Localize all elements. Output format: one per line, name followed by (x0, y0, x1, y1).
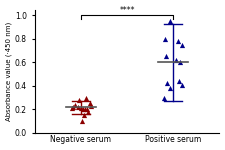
Point (85, 96, 88, 99)
Point (169, 87, 172, 89)
Point (174, 59, 178, 61)
Point (178, 61, 182, 64)
Point (181, 44, 184, 46)
Point (177, 79, 181, 82)
Point (86, 110, 90, 113)
Point (163, 38, 167, 40)
Point (162, 96, 166, 99)
Point (74, 103, 77, 106)
Point (81, 108, 84, 110)
Point (86, 108, 89, 110)
Point (88, 102, 92, 105)
Point (168, 20, 171, 22)
Point (176, 40, 180, 42)
Point (72, 106, 75, 108)
Y-axis label: Absorbance value (·450 nm): Absorbance value (·450 nm) (6, 21, 12, 121)
Text: ****: **** (119, 6, 135, 15)
Point (76, 106, 80, 108)
Point (83, 107, 86, 110)
Point (181, 84, 184, 86)
Point (80, 120, 83, 122)
Point (165, 82, 169, 85)
Point (77, 99, 81, 101)
Point (82, 114, 85, 116)
Point (164, 55, 168, 58)
Point (89, 105, 93, 107)
Point (79, 107, 83, 109)
Point (71, 107, 74, 109)
